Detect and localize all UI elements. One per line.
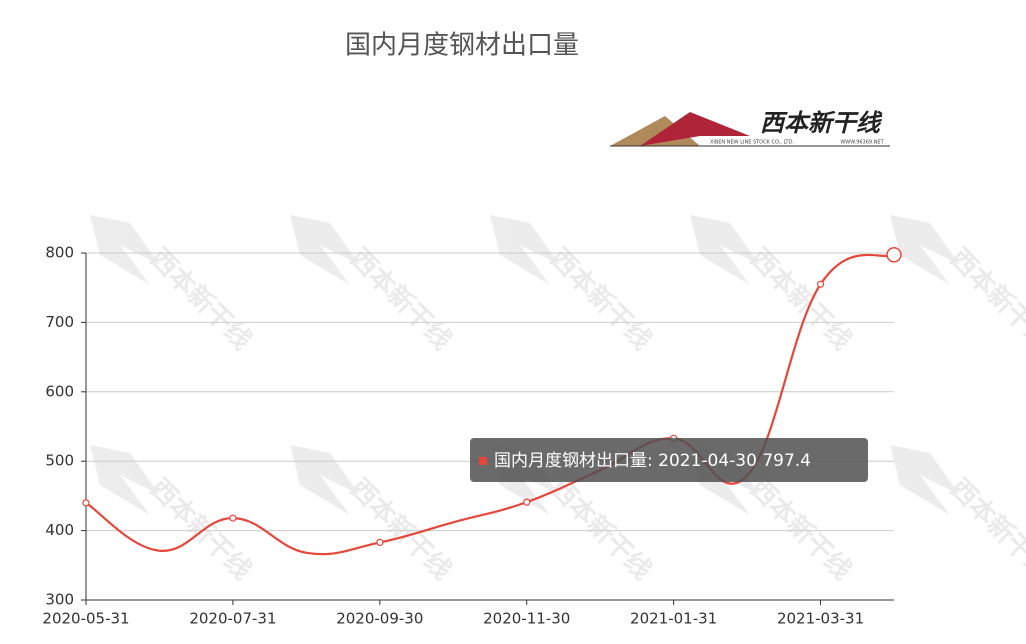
watermark: 西本新干线 [90, 215, 258, 356]
watermark-shape [890, 215, 960, 285]
point [82, 499, 90, 507]
watermark-shape [490, 215, 560, 285]
watermark: 西本新干线 [890, 445, 1026, 586]
x-tick-label: 2020-05-31 [42, 610, 129, 628]
watermark-text: 西本新干线 [344, 242, 458, 356]
logo-site: WWW.96369.NET [840, 140, 884, 146]
watermark-text: 西本新干线 [344, 472, 458, 586]
watermark: 西本新干线 [290, 445, 458, 586]
watermark-shape [890, 445, 960, 515]
watermark-shape [290, 445, 360, 515]
watermark-shape [690, 215, 760, 285]
x-tick-label: 2020-09-30 [336, 610, 423, 628]
tooltip-text: 国内月度钢材出口量: 2021-04-30 797.4 [494, 451, 811, 471]
watermark-text: 西本新干线 [544, 472, 658, 586]
x-tick-label: 2021-01-31 [630, 610, 717, 628]
logo: 西本新干线 XIBEN NEW LINE STOCK CO., LTD. WWW… [610, 109, 890, 147]
watermark: 西本新干线 [290, 215, 458, 356]
y-tick-label: 800 [45, 244, 74, 262]
watermark-shape [90, 215, 160, 285]
point [523, 498, 531, 506]
tooltip-box [470, 438, 868, 482]
watermark-shape [290, 215, 360, 285]
y-tick-label: 700 [45, 313, 74, 331]
watermark-shape [90, 445, 160, 515]
watermark-text: 西本新干线 [944, 472, 1026, 586]
x-tick-label: 2020-11-30 [483, 610, 570, 628]
watermark-text: 西本新干线 [944, 242, 1026, 356]
watermark: 西本新干线 [690, 215, 858, 356]
y-tick-label: 300 [45, 591, 74, 609]
logo-name: 西本新干线 [760, 109, 883, 137]
watermark: 西本新干线 [490, 215, 658, 356]
y-tick-label: 500 [45, 452, 74, 470]
x-tick-label: 2020-07-31 [189, 610, 276, 628]
point [229, 514, 237, 522]
watermark-text: 西本新干线 [744, 472, 858, 586]
plot: 300 400 500 600 700 800 2020-05-31 2020-07-31 20… [42, 244, 902, 628]
y-tick-label: 600 [45, 382, 74, 400]
point [816, 280, 825, 288]
watermark-text: 西本新干线 [744, 242, 858, 356]
watermark: 西本新干线 [890, 215, 1026, 356]
point [376, 538, 384, 546]
watermark-text: 西本新干线 [144, 472, 258, 586]
chart-title: 国内月度钢材出口量 [345, 31, 579, 61]
x-tick-label: 2021-03-31 [777, 610, 864, 628]
watermark-text: 西本新干线 [544, 242, 658, 356]
logo-subtitle: XIBEN NEW LINE STOCK CO., LTD. [710, 140, 795, 146]
tooltip-swatch [479, 457, 487, 465]
watermark-text: 西本新干线 [144, 242, 258, 356]
point [886, 247, 902, 263]
tooltip: 国内月度钢材出口量: 2021-04-30 797.4 [470, 438, 868, 482]
y-tick-label: 400 [45, 521, 74, 539]
